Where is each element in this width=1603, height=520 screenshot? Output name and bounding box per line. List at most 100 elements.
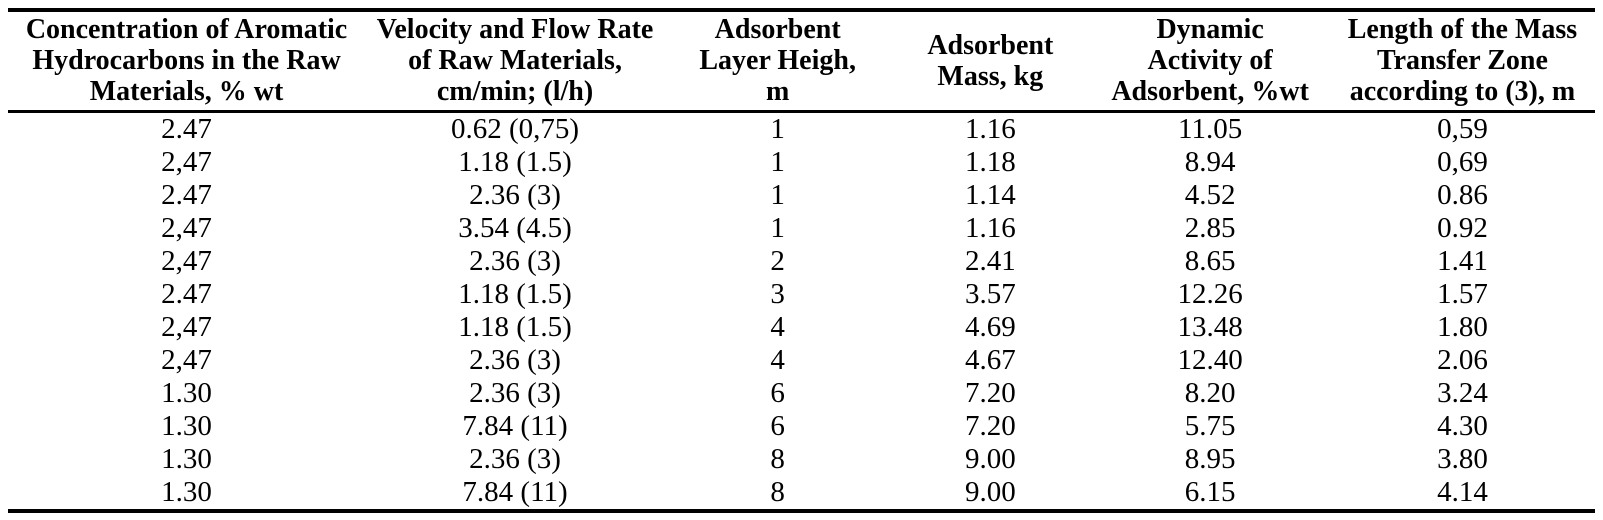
table-row: 2,47 2.36 (3) 4 4.67 12.40 2.06 — [8, 344, 1595, 377]
table-cell: 9.00 — [964, 443, 1016, 475]
header-row: Concentration of Aromatic Hydrocarbons i… — [8, 10, 1595, 112]
table-cell: 2.36 (3) — [469, 179, 561, 211]
column-header-dynamic-activity: Dynamic Activity of Adsorbent, %wt — [1090, 10, 1330, 112]
table-cell: 1.30 — [161, 443, 212, 475]
table-cell: 4.69 — [964, 311, 1016, 343]
column-header-adsorbent-mass: Adsorbent Mass, kg — [890, 10, 1090, 112]
table-cell: 2.85 — [1184, 212, 1236, 244]
table-cell: 1.30 — [161, 476, 212, 508]
header-line: Adsorbent — [714, 14, 841, 45]
table-cell: 1.18 (1.5) — [458, 278, 572, 310]
table-cell: 2,47 — [161, 311, 212, 343]
header-line: Concentration of Aromatic — [25, 14, 348, 45]
table-cell: 0,59 — [1437, 113, 1488, 145]
column-header-velocity-flow-rate: Velocity and Flow Rate of Raw Materials,… — [365, 10, 665, 112]
column-header-adsorbent-layer-height: Adsorbent Layer Heigh, m — [665, 10, 890, 112]
table-cell: 8 — [770, 443, 785, 475]
table-row: 2.47 2.36 (3) 1 1.14 4.52 0.86 — [8, 179, 1595, 212]
header-line: Hydrocarbons in the Raw — [32, 45, 341, 76]
table-cell: 8.95 — [1184, 443, 1236, 475]
table-cell: 1.16 — [964, 212, 1016, 244]
table-cell: 2,47 — [161, 245, 212, 277]
table-cell: 2.47 — [161, 278, 212, 310]
table-row: 2,47 3.54 (4.5) 1 1.16 2.85 0.92 — [8, 212, 1595, 245]
table-cell: 11.05 — [1178, 113, 1243, 145]
table-body: 2.47 0.62 (0,75) 1 1.16 11.05 0,59 2,47 … — [8, 112, 1595, 512]
adsorption-results-table-container: Concentration of Aromatic Hydrocarbons i… — [8, 8, 1595, 513]
column-header-concentration: Concentration of Aromatic Hydrocarbons i… — [8, 10, 365, 112]
header-line: Adsorbent, %wt — [1111, 76, 1309, 107]
table-cell: 7.84 (11) — [462, 476, 568, 508]
header-line: Mass, kg — [937, 60, 1044, 92]
table-row: 2,47 1.18 (1.5) 4 4.69 13.48 1.80 — [8, 311, 1595, 344]
header-line: m — [766, 76, 790, 107]
table-cell: 2,47 — [161, 344, 212, 376]
table-cell: 1.16 — [964, 113, 1016, 145]
header-line: Transfer Zone — [1377, 45, 1548, 76]
table-cell: 7.84 (11) — [462, 410, 568, 442]
table-cell: 0,69 — [1437, 146, 1488, 178]
table-cell: 2.06 — [1437, 344, 1488, 376]
table-cell: 8.20 — [1184, 377, 1236, 409]
header-line: Layer Heigh, — [699, 45, 856, 76]
header-line: according to (3), m — [1349, 76, 1576, 107]
table-cell: 3 — [770, 278, 785, 310]
table-cell: 3.24 — [1437, 377, 1488, 409]
table-cell: 6.15 — [1184, 476, 1236, 508]
table-row: 1.30 2.36 (3) 8 9.00 8.95 3.80 — [8, 443, 1595, 476]
header-line: Dynamic — [1156, 14, 1264, 45]
table-cell: 4.67 — [964, 344, 1016, 376]
table-cell: 6 — [770, 377, 785, 409]
header-line: Materials, % wt — [89, 76, 284, 107]
table-cell: 2,47 — [161, 212, 212, 244]
table-cell: 2.36 (3) — [469, 377, 561, 409]
header-line: Activity of — [1147, 45, 1273, 76]
table-cell: 2,47 — [161, 146, 212, 178]
table-row: 1.30 7.84 (11) 6 7.20 5.75 4.30 — [8, 410, 1595, 443]
table-cell: 3.54 (4.5) — [458, 212, 572, 244]
table-cell: 12.40 — [1177, 344, 1243, 376]
table-row: 2.47 0.62 (0,75) 1 1.16 11.05 0,59 — [8, 112, 1595, 147]
table-cell: 2.47 — [161, 113, 212, 145]
table-row: 2.47 1.18 (1.5) 3 3.57 12.26 1.57 — [8, 278, 1595, 311]
table-cell: 0.86 — [1437, 179, 1488, 211]
table-cell: 1.18 (1.5) — [458, 146, 572, 178]
table-row: 1.30 2.36 (3) 6 7.20 8.20 3.24 — [8, 377, 1595, 410]
table-cell: 1.18 — [964, 146, 1016, 178]
header-line: Velocity and Flow Rate — [376, 14, 654, 45]
table-row: 1.30 7.84 (11) 8 9.00 6.15 4.14 — [8, 476, 1595, 511]
table-cell: 1.80 — [1437, 311, 1488, 343]
table-cell: 1.18 (1.5) — [458, 311, 572, 343]
table-cell: 1.41 — [1437, 245, 1488, 277]
table-cell: 4 — [770, 311, 785, 343]
table-cell: 2.36 (3) — [469, 245, 561, 277]
table-cell: 0.92 — [1437, 212, 1488, 244]
table-cell: 12.26 — [1177, 278, 1243, 310]
table-cell: 6 — [770, 410, 785, 442]
table-cell: 3.80 — [1437, 443, 1488, 475]
table-cell: 4.14 — [1437, 476, 1488, 508]
table-cell: 13.48 — [1177, 311, 1243, 343]
table-cell: 9.00 — [964, 476, 1016, 508]
table-cell: 2.47 — [161, 179, 212, 211]
header-line: of Raw Materials, — [408, 45, 622, 76]
header-line: Length of the Mass — [1347, 14, 1578, 45]
table-cell: 8 — [770, 476, 785, 508]
table-cell: 1.14 — [964, 179, 1016, 211]
table-cell: 0.62 (0,75) — [450, 113, 580, 145]
table-cell: 2.36 (3) — [469, 443, 561, 475]
table-cell: 1.30 — [161, 410, 212, 442]
table-cell: 2.41 — [964, 245, 1016, 277]
header-line: Adsorbent — [927, 29, 1054, 61]
table-cell: 7.20 — [964, 377, 1016, 409]
table-cell: 1 — [770, 179, 785, 211]
table-header: Concentration of Aromatic Hydrocarbons i… — [8, 10, 1595, 112]
table-cell: 1 — [770, 113, 785, 145]
table-cell: 8.94 — [1184, 146, 1236, 178]
table-cell: 1.30 — [161, 377, 212, 409]
table-cell: 2.36 (3) — [469, 344, 561, 376]
table-cell: 4.30 — [1437, 410, 1488, 442]
table-cell: 3.57 — [964, 278, 1016, 310]
table-cell: 7.20 — [964, 410, 1016, 442]
table-cell: 4 — [770, 344, 785, 376]
